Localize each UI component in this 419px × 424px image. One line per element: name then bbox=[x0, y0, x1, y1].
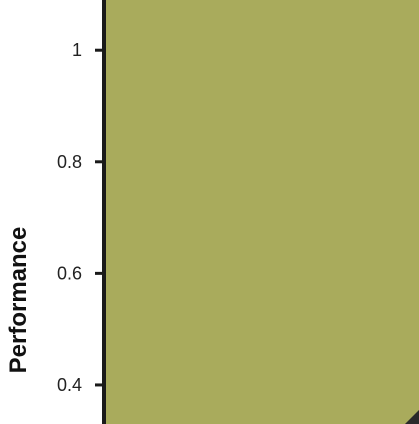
y-tick-label: 0.4 bbox=[57, 375, 82, 395]
performance-area-fill bbox=[104, 0, 419, 424]
y-axis-title: Performance bbox=[5, 227, 32, 374]
y-tick-label: 0.6 bbox=[57, 263, 82, 283]
performance-curve-edge bbox=[405, 410, 419, 424]
y-tick-label: 0.8 bbox=[57, 152, 82, 172]
y-tick-label: 1 bbox=[72, 40, 82, 60]
y-axis-ticks: 1 0.8 0.6 0.4 bbox=[57, 40, 104, 395]
